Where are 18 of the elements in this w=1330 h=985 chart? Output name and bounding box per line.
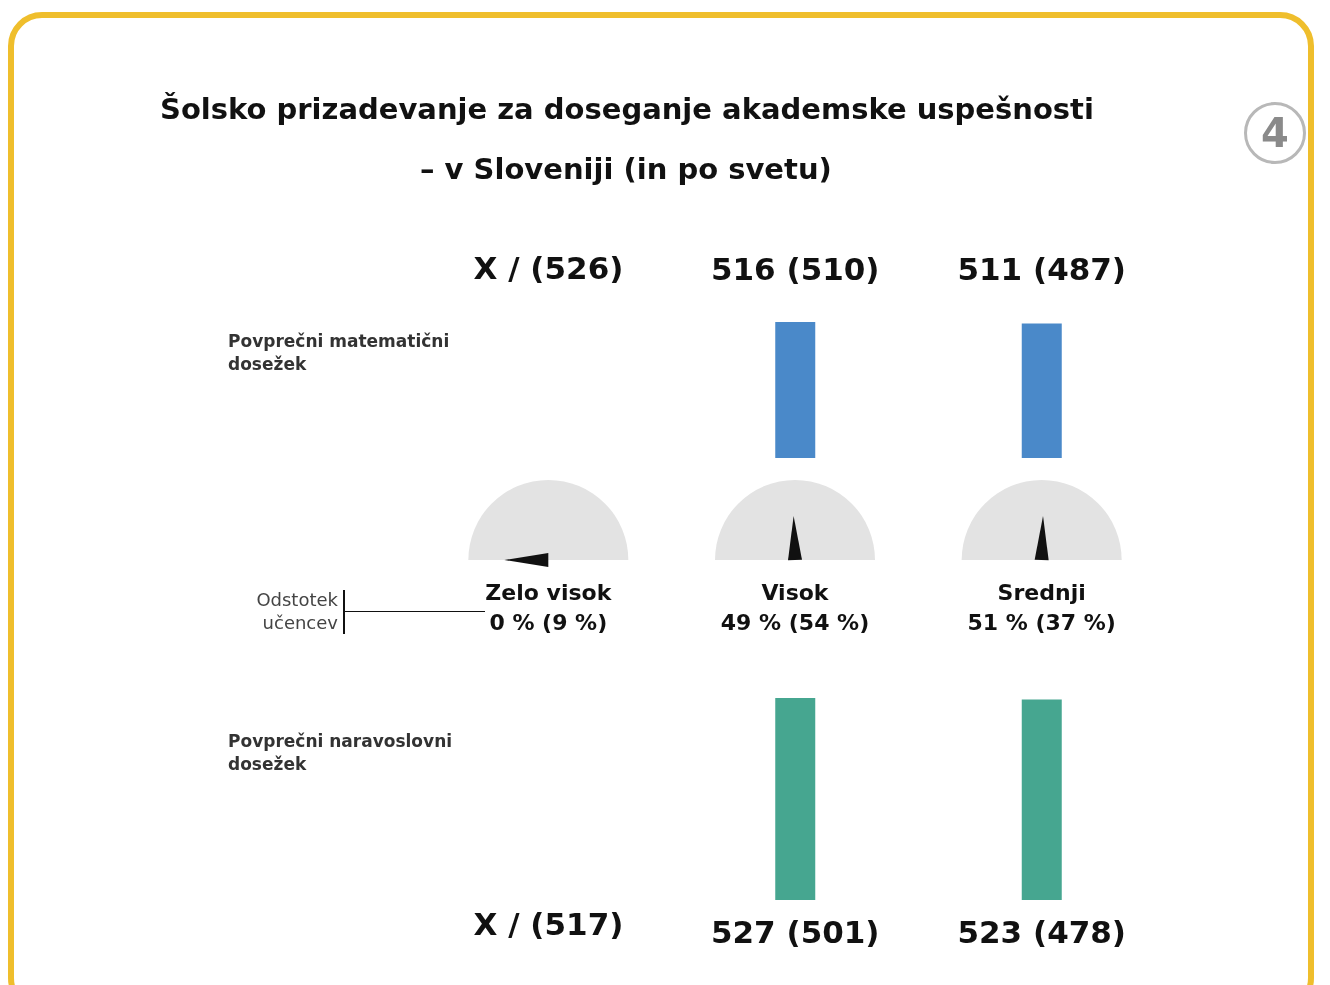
data-label: 527 (501) <box>710 913 880 950</box>
data-label: 516 (510) <box>710 250 880 287</box>
y-axis-title: Povprečni matematični dosežek <box>228 330 451 376</box>
text: Odstotek učencev <box>255 588 338 634</box>
data-label: 523 (478) <box>957 913 1127 950</box>
text: X / (526) <box>472 250 625 286</box>
chart-subtitle: – v Sloveniji (in po svetu) <box>420 152 832 186</box>
category-label: Zelo visok <box>485 579 613 605</box>
chart-title: Šolsko prizadevanje za doseganje akademske uspešnosti <box>160 92 1094 126</box>
data-label: 0 % (9 %) <box>489 609 608 635</box>
y-axis-title: Povprečni naravoslovni dosežek <box>228 730 454 776</box>
text: 4 <box>1244 102 1306 164</box>
data-label: 49 % (54 %) <box>720 609 870 635</box>
text: X / (517) <box>472 906 625 942</box>
data-label: 511 (487) <box>957 250 1127 287</box>
category-label: Visok <box>761 579 830 605</box>
category-label: Srednji <box>997 579 1086 605</box>
data-label: 51 % (37 %) <box>967 609 1116 635</box>
